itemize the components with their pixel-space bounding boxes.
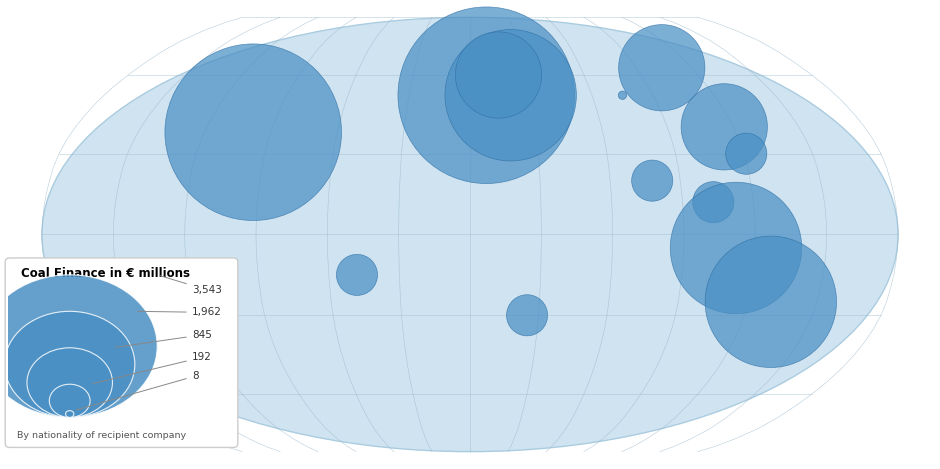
Circle shape [5,311,134,417]
Ellipse shape [726,133,767,174]
Circle shape [66,411,74,417]
Ellipse shape [164,44,341,220]
Text: 192: 192 [93,352,212,384]
Ellipse shape [705,236,837,368]
Ellipse shape [507,295,548,336]
Ellipse shape [632,160,673,201]
Ellipse shape [455,32,541,118]
Ellipse shape [682,84,767,170]
Ellipse shape [445,30,576,161]
FancyBboxPatch shape [6,258,238,447]
Ellipse shape [42,17,898,452]
Text: 1,962: 1,962 [137,307,222,318]
Text: 845: 845 [116,330,212,348]
Circle shape [49,384,90,417]
Text: 8: 8 [76,371,198,410]
Ellipse shape [670,182,802,314]
Ellipse shape [693,182,734,223]
Ellipse shape [398,7,574,183]
Text: By nationality of recipient company: By nationality of recipient company [17,431,186,440]
Ellipse shape [337,254,378,295]
Text: Coal Finance in € millions: Coal Finance in € millions [22,267,190,280]
Circle shape [27,348,113,417]
Circle shape [0,275,157,417]
Text: 3,543: 3,543 [160,276,222,295]
Ellipse shape [619,24,705,111]
Ellipse shape [619,91,627,99]
